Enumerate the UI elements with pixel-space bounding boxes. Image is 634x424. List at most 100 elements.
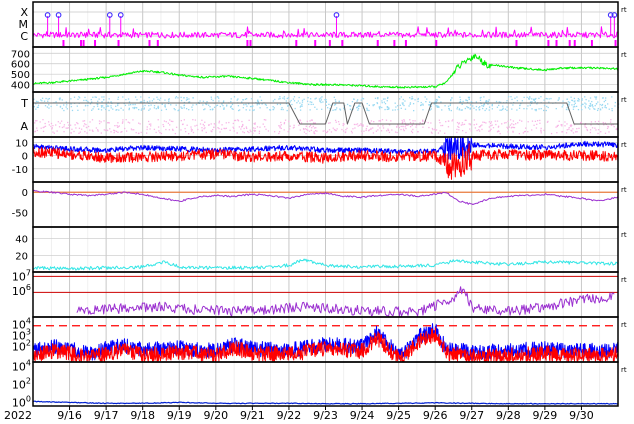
- sector-point-t: [107, 105, 110, 107]
- sector-point-a: [158, 130, 160, 132]
- sector-point-t: [480, 96, 482, 99]
- sector-point-t: [545, 109, 547, 112]
- sector-point-t: [230, 105, 232, 107]
- sector-point-a: [100, 121, 102, 123]
- sector-point-t: [183, 107, 185, 109]
- sector-point-t: [587, 107, 590, 109]
- sector-point-t: [567, 101, 570, 103]
- sector-point-t: [56, 104, 58, 106]
- sector-point-t: [291, 103, 293, 106]
- sector-point-t: [215, 105, 217, 107]
- sector-point-a: [40, 127, 42, 129]
- sector-point-a: [586, 129, 589, 132]
- sector-point-a: [422, 126, 424, 128]
- sector-point-t: [310, 103, 312, 106]
- sector-point-a: [398, 126, 401, 129]
- sector-point-a: [50, 122, 53, 125]
- sector-point-a: [118, 125, 120, 127]
- sector-point-t: [325, 98, 327, 101]
- sector-point-t: [253, 109, 255, 111]
- sector-point-t: [208, 104, 210, 106]
- sector-point-t: [180, 96, 182, 99]
- sector-point-t: [139, 101, 142, 103]
- sector-point-a: [586, 128, 588, 131]
- sector-point-a: [48, 124, 50, 126]
- sector-point-t: [558, 97, 560, 99]
- sector-point-t: [257, 101, 260, 103]
- sector-point-a: [219, 131, 221, 133]
- side-marker: rt: [621, 51, 627, 59]
- sector-point-t: [545, 97, 547, 100]
- sector-point-t: [543, 104, 546, 107]
- sector-point-t: [601, 107, 604, 109]
- sector-point-a: [104, 129, 107, 131]
- x-tick-label: 9/21: [240, 409, 265, 422]
- sector-point-a: [113, 129, 115, 131]
- bottom-flux-tick-label: 104: [12, 358, 31, 373]
- sector-point-t: [134, 106, 136, 109]
- sector-point-a: [338, 123, 340, 125]
- sector-point-t: [65, 106, 67, 108]
- sector-point-a: [332, 127, 334, 129]
- sector-point-t: [282, 108, 284, 111]
- sector-point-a: [63, 124, 66, 126]
- sector-point-a: [115, 130, 118, 133]
- sector-point-t: [155, 108, 157, 110]
- flare-event-bar: [82, 40, 85, 46]
- sector-point-a: [540, 129, 542, 131]
- wind-speed-tick-label: 600: [11, 60, 30, 71]
- sector-point-t: [246, 105, 248, 107]
- sector-point-t: [483, 96, 485, 98]
- sector-point-a: [441, 124, 444, 127]
- sector-point-t: [250, 98, 253, 100]
- sector-point-a: [388, 131, 391, 134]
- sector-point-t: [103, 107, 105, 109]
- sector-point-a: [89, 129, 91, 131]
- sector-point-a: [543, 129, 545, 131]
- sector-point-a: [247, 130, 249, 133]
- sector-point-t: [529, 101, 532, 103]
- sector-point-a: [124, 127, 126, 130]
- sector-point-t: [599, 109, 602, 111]
- sector-point-t: [138, 108, 140, 111]
- sector-point-a: [160, 132, 163, 135]
- sector-point-t: [409, 103, 411, 105]
- sector-point-a: [444, 132, 446, 134]
- sector-point-t: [572, 108, 575, 110]
- sector-point-t: [349, 108, 352, 110]
- sector-point-t: [382, 98, 385, 100]
- sector-point-t: [78, 96, 80, 98]
- sector-point-a: [507, 131, 509, 133]
- sector-point-t: [110, 107, 112, 109]
- sector-point-a: [439, 122, 441, 124]
- sector-point-t: [592, 106, 594, 108]
- sector-point-a: [515, 123, 517, 125]
- sector-point-t: [103, 98, 105, 101]
- sector-point-t: [125, 98, 127, 101]
- sector-point-a: [132, 119, 134, 121]
- sector-point-t: [400, 107, 402, 109]
- sector-point-a: [481, 128, 483, 131]
- sector-point-a: [265, 128, 267, 130]
- sector-point-t: [362, 98, 365, 100]
- sector-point-t: [526, 96, 528, 98]
- sector-point-t: [328, 103, 330, 106]
- sector-point-t: [538, 108, 540, 110]
- sector-point-t: [45, 97, 47, 100]
- sector-point-t: [150, 104, 152, 106]
- sector-point-a: [327, 122, 330, 124]
- sector-point-a: [288, 120, 290, 123]
- sector-point-a: [360, 124, 363, 126]
- sector-point-a: [225, 127, 228, 129]
- sector-point-t: [485, 101, 487, 103]
- sector-point-t: [116, 109, 118, 111]
- sector-point-a: [283, 121, 286, 124]
- sector-point-t: [417, 98, 419, 101]
- sector-point-a: [106, 122, 109, 124]
- sector-point-a: [546, 121, 549, 123]
- sector-point-a: [98, 120, 101, 122]
- sector-point-t: [388, 108, 390, 110]
- sector-point-t: [322, 101, 324, 103]
- sector-point-t: [357, 105, 360, 108]
